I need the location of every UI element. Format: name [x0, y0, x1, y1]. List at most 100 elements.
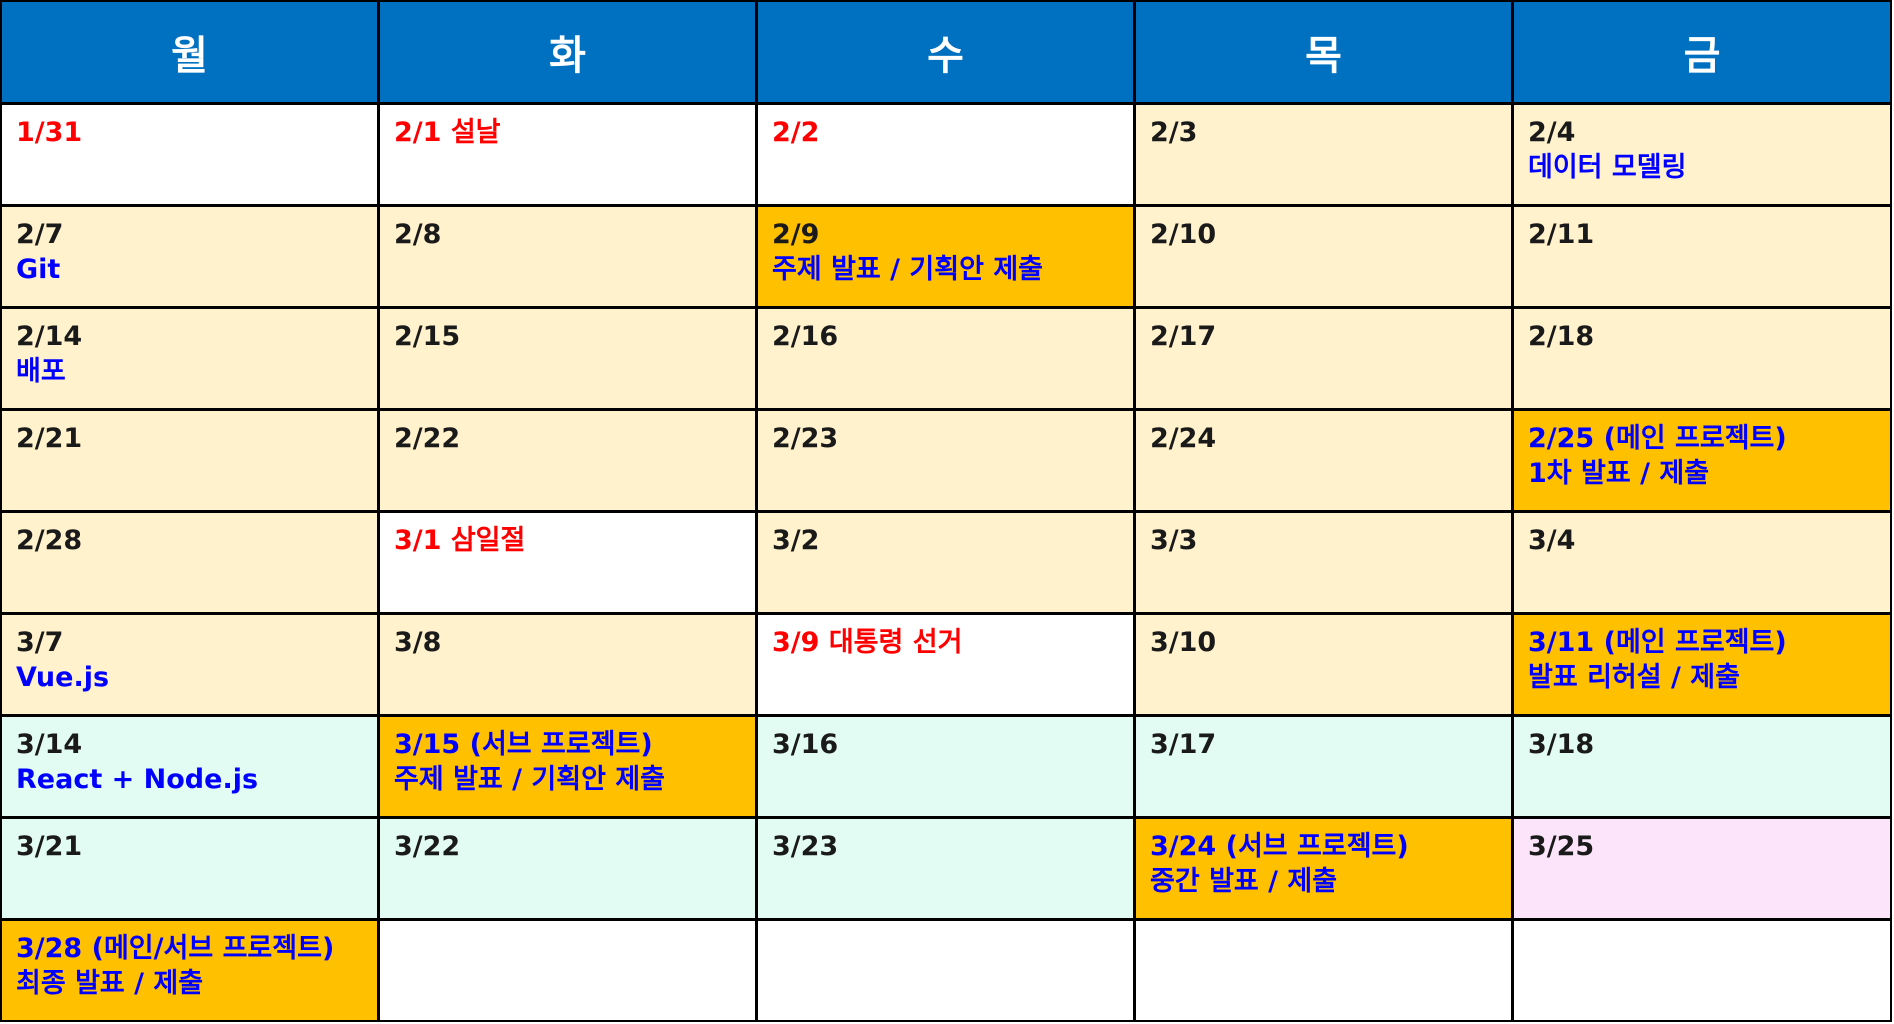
calendar-day-cell [756, 919, 1135, 1022]
day-date-label: 2/18 [1528, 321, 1595, 352]
day-event-label: 1차 발표 / 제출 [1528, 458, 1710, 489]
calendar-day-cell: 3/7 Vue.js [0, 613, 379, 716]
day-date-label: 3/14 [16, 729, 83, 760]
calendar-day-cell: 3/24 (서브 프로젝트) 중간 발표 / 제출 [1134, 817, 1513, 920]
day-event-label: Vue.js [16, 662, 110, 693]
calendar-day-cell: 1/31 [0, 103, 379, 206]
day-date-label: 3/18 [1528, 729, 1595, 760]
day-date-label: 2/3 [1150, 117, 1198, 148]
calendar-day-cell: 3/3 [1134, 511, 1513, 614]
calendar-day-cell: 3/18 [1512, 715, 1892, 818]
day-date-label: 2/24 [1150, 423, 1217, 454]
calendar-day-cell: 3/28 (메인/서브 프로젝트) 최종 발표 / 제출 [0, 919, 379, 1022]
calendar-day-cell: 2/1 설날 [378, 103, 757, 206]
calendar-day-cell: 2/24 [1134, 409, 1513, 512]
calendar-day-cell: 2/22 [378, 409, 757, 512]
day-date-label: 2/17 [1150, 321, 1217, 352]
day-date-label: 3/2 [772, 525, 820, 556]
calendar-day-cell: 3/14 React + Node.js [0, 715, 379, 818]
calendar-day-cell: 2/25 (메인 프로젝트) 1차 발표 / 제출 [1512, 409, 1892, 512]
calendar-day-cell: 3/10 [1134, 613, 1513, 716]
day-date-label: 3/22 [394, 831, 461, 862]
day-date-label: 2/16 [772, 321, 839, 352]
day-date-label: 2/9 [772, 219, 820, 250]
day-date-label: 3/7 [16, 627, 64, 658]
calendar-day-cell: 2/16 [756, 307, 1135, 410]
calendar-day-cell [378, 919, 757, 1022]
calendar-day-cell: 3/9 대통령 선거 [756, 613, 1135, 716]
calendar-day-cell [1512, 919, 1892, 1022]
calendar-day-cell: 2/14 배포 [0, 307, 379, 410]
calendar-day-cell: 2/28 [0, 511, 379, 614]
calendar-day-cell: 2/8 [378, 205, 757, 308]
day-date-label: 3/16 [772, 729, 839, 760]
day-date-label: 3/28 (메인/서브 프로젝트) [16, 933, 335, 964]
calendar-day-cell: 2/7 Git [0, 205, 379, 308]
day-event-label: 발표 리허설 / 제출 [1528, 662, 1740, 693]
calendar-day-cell: 2/17 [1134, 307, 1513, 410]
day-event-label: 주제 발표 / 기획안 제출 [772, 254, 1044, 285]
calendar-day-cell: 2/11 [1512, 205, 1892, 308]
weekday-header: 월 [0, 0, 379, 104]
day-date-label: 3/10 [1150, 627, 1217, 658]
day-event-label: Git [16, 254, 61, 285]
day-date-label: 3/4 [1528, 525, 1576, 556]
day-date-label: 2/15 [394, 321, 461, 352]
calendar-day-cell: 3/15 (서브 프로젝트) 주제 발표 / 기획안 제출 [378, 715, 757, 818]
calendar-day-cell: 2/4 데이터 모델링 [1512, 103, 1892, 206]
day-event-label: React + Node.js [16, 764, 259, 795]
calendar-day-cell: 3/2 [756, 511, 1135, 614]
day-date-label: 2/14 [16, 321, 83, 352]
day-event-label: 중간 발표 / 제출 [1150, 866, 1338, 897]
calendar-day-cell: 2/21 [0, 409, 379, 512]
calendar-day-cell: 3/16 [756, 715, 1135, 818]
day-date-label: 2/21 [16, 423, 83, 454]
day-date-label: 2/1 설날 [394, 117, 501, 148]
calendar-day-cell: 3/17 [1134, 715, 1513, 818]
day-event-label: 주제 발표 / 기획안 제출 [394, 764, 666, 795]
day-date-label: 3/11 (메인 프로젝트) [1528, 627, 1787, 658]
day-date-label: 3/1 삼일절 [394, 525, 526, 556]
weekday-header: 수 [756, 0, 1135, 104]
calendar-day-cell: 3/23 [756, 817, 1135, 920]
calendar-day-cell [1134, 919, 1513, 1022]
calendar-day-cell: 2/3 [1134, 103, 1513, 206]
day-date-label: 2/2 [772, 117, 820, 148]
calendar-day-cell: 3/11 (메인 프로젝트) 발표 리허설 / 제출 [1512, 613, 1892, 716]
day-date-label: 2/7 [16, 219, 64, 250]
day-event-label: 배포 [16, 356, 66, 387]
calendar-day-cell: 2/2 [756, 103, 1135, 206]
calendar-day-cell: 3/8 [378, 613, 757, 716]
day-date-label: 3/21 [16, 831, 83, 862]
day-date-label: 3/3 [1150, 525, 1198, 556]
day-event-label: 최종 발표 / 제출 [16, 968, 204, 999]
day-date-label: 2/25 (메인 프로젝트) [1528, 423, 1787, 454]
weekday-header: 금 [1512, 0, 1892, 104]
calendar-day-cell: 2/10 [1134, 205, 1513, 308]
day-date-label: 3/25 [1528, 831, 1595, 862]
day-date-label: 3/9 대통령 선거 [772, 627, 963, 658]
calendar-day-cell: 2/18 [1512, 307, 1892, 410]
day-date-label: 3/23 [772, 831, 839, 862]
calendar-day-cell: 2/15 [378, 307, 757, 410]
calendar-day-cell: 2/9 주제 발표 / 기획안 제출 [756, 205, 1135, 308]
day-date-label: 2/4 [1528, 117, 1576, 148]
day-date-label: 2/23 [772, 423, 839, 454]
day-date-label: 1/31 [16, 117, 83, 148]
calendar-day-cell: 2/23 [756, 409, 1135, 512]
calendar-day-cell: 3/25 [1512, 817, 1892, 920]
day-date-label: 3/15 (서브 프로젝트) [394, 729, 653, 760]
day-date-label: 2/11 [1528, 219, 1595, 250]
day-date-label: 2/10 [1150, 219, 1217, 250]
day-date-label: 3/17 [1150, 729, 1217, 760]
day-date-label: 2/22 [394, 423, 461, 454]
calendar-day-cell: 3/1 삼일절 [378, 511, 757, 614]
weekday-header: 화 [378, 0, 757, 104]
day-date-label: 3/24 (서브 프로젝트) [1150, 831, 1409, 862]
calendar-day-cell: 3/22 [378, 817, 757, 920]
calendar-day-cell: 3/21 [0, 817, 379, 920]
day-date-label: 2/8 [394, 219, 442, 250]
weekday-header: 목 [1134, 0, 1513, 104]
day-date-label: 3/8 [394, 627, 442, 658]
